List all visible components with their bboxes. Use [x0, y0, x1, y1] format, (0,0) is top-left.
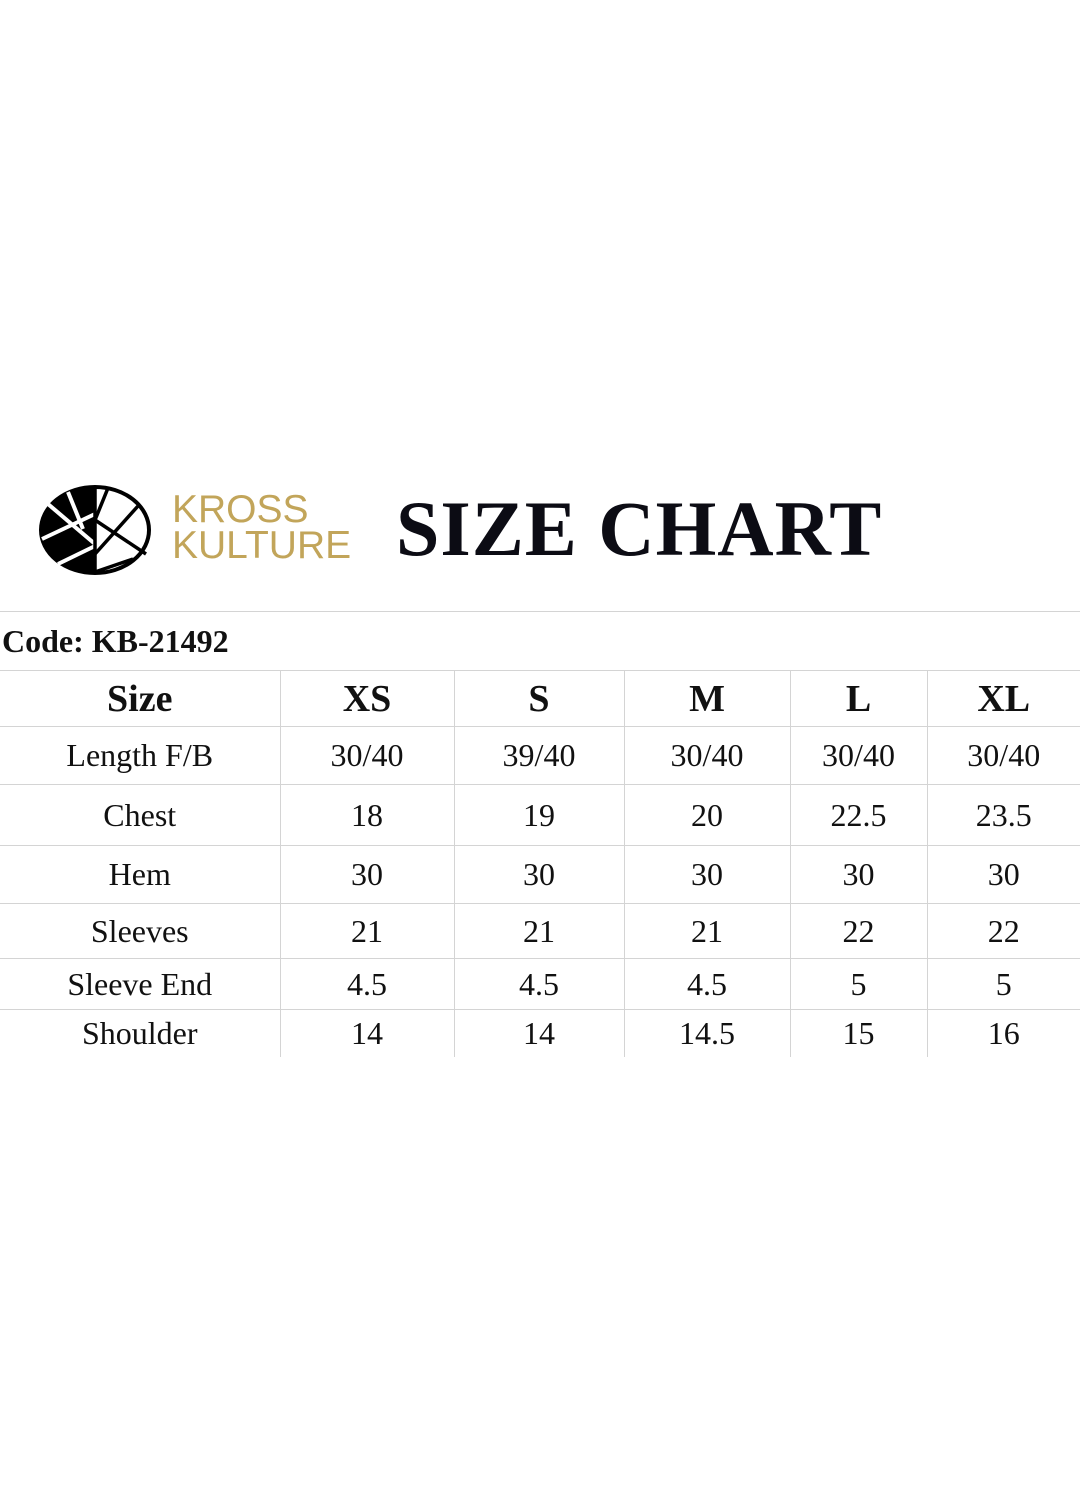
table-cell: 30/40	[926, 726, 1080, 785]
table-cell: 5	[926, 958, 1080, 1010]
table-cell: 5	[789, 958, 927, 1010]
table-cell: 30	[623, 845, 790, 904]
column-header: S	[453, 670, 624, 727]
table-row: Chest 18 19 20 22.5 23.5	[0, 784, 1080, 846]
table-cell: 22.5	[789, 784, 927, 846]
column-header: L	[789, 670, 927, 727]
page-title: SIZE CHART	[396, 485, 883, 572]
table-cell: 30	[279, 845, 454, 904]
table-cell: 16	[926, 1009, 1080, 1057]
table-cell: 23.5	[926, 784, 1080, 846]
row-label: Chest	[0, 784, 280, 846]
row-label: Shoulder	[0, 1009, 280, 1057]
table-cell: 4.5	[623, 958, 790, 1010]
column-header: XL	[926, 670, 1080, 727]
brand-line-1: KROSS	[172, 488, 309, 531]
table-cell: 14	[453, 1009, 624, 1057]
table-header-row: Size XS S M L XL	[0, 670, 1080, 727]
table-cell: 30/40	[789, 726, 927, 785]
table-row: Sleeve End 4.5 4.5 4.5 5 5	[0, 958, 1080, 1010]
divider	[0, 611, 1080, 612]
table-cell: 30	[789, 845, 927, 904]
table-cell: 21	[453, 903, 624, 959]
table-cell: 21	[279, 903, 454, 959]
brand-line-2: KULTURE	[172, 524, 352, 567]
size-table: Size XS S M L XL Length F/B 30/40 39/40 30/40 30/4…	[0, 670, 1080, 1057]
table-cell: 14	[279, 1009, 454, 1057]
table-cell: 4.5	[453, 958, 624, 1010]
table-cell: 4.5	[279, 958, 454, 1010]
table-cell: 15	[789, 1009, 927, 1057]
brand-name: KROSS KULTURE	[172, 488, 352, 567]
table-cell: 30/40	[279, 726, 454, 785]
table-cell: 30/40	[623, 726, 790, 785]
table-cell: 39/40	[453, 726, 624, 785]
row-label: Sleeve End	[0, 958, 280, 1010]
table-row: Hem 30 30 30 30 30	[0, 845, 1080, 904]
table-cell: 22	[926, 903, 1080, 959]
row-label: Sleeves	[0, 903, 280, 959]
product-code: Code: KB-21492	[2, 623, 229, 659]
table-cell: 14.5	[623, 1009, 790, 1057]
table-cell: 20	[623, 784, 790, 846]
row-label: Length F/B	[0, 726, 280, 785]
kross-kulture-logo-icon	[39, 485, 151, 575]
table-cell: 18	[279, 784, 454, 846]
row-label: Hem	[0, 845, 280, 904]
table-row: Length F/B 30/40 39/40 30/40 30/40 30/40	[0, 726, 1080, 785]
table-row: Shoulder 14 14 14.5 15 16	[0, 1009, 1080, 1057]
table-row: Sleeves 21 21 21 22 22	[0, 903, 1080, 959]
table-cell: 21	[623, 903, 790, 959]
column-header: M	[623, 670, 790, 727]
column-header: Size	[0, 670, 280, 727]
column-header: XS	[279, 670, 454, 727]
table-cell: 30	[453, 845, 624, 904]
table-cell: 30	[926, 845, 1080, 904]
table-cell: 19	[453, 784, 624, 846]
table-cell: 22	[789, 903, 927, 959]
